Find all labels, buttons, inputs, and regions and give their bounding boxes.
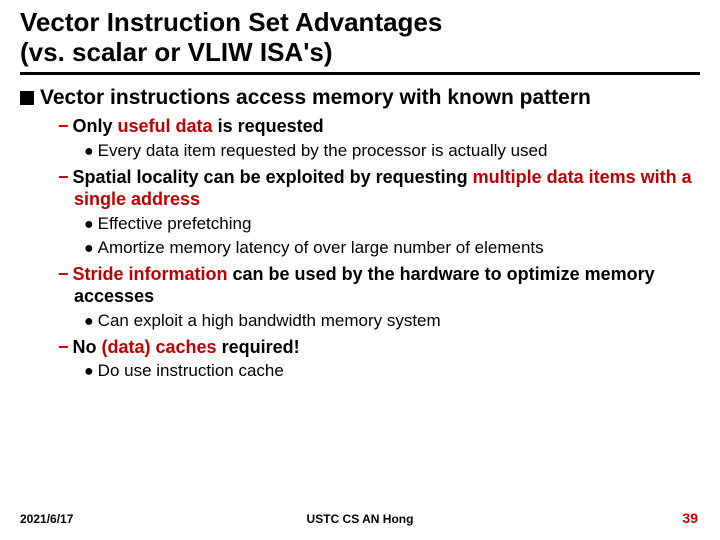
bullet-level1: Vector instructions access memory with k… xyxy=(20,85,700,111)
bullet-level3: ●Every data item requested by the proces… xyxy=(84,140,700,162)
l1-text: Vector instructions access memory with k… xyxy=(40,86,591,109)
title-line-1: Vector Instruction Set Advantages xyxy=(20,7,442,37)
bullet-level3: ●Do use instruction cache xyxy=(84,360,700,382)
slide-title: Vector Instruction Set Advantages (vs. s… xyxy=(20,8,700,72)
p2-sub2: Amortize memory latency of over large nu… xyxy=(98,238,544,257)
p1-post: is requested xyxy=(213,116,324,136)
p4-post: required! xyxy=(217,337,300,357)
bullet-level2: −Stride information can be used by the h… xyxy=(58,263,700,308)
footer-center: USTC CS AN Hong xyxy=(0,512,720,526)
bullet-level2: −Spatial locality can be exploited by re… xyxy=(58,166,700,211)
bullet-level3: ●Can exploit a high bandwidth memory sys… xyxy=(84,310,700,332)
p2-pre: Spatial locality can be exploited by req… xyxy=(73,167,473,187)
dash-bullet-icon: − xyxy=(58,337,69,357)
bullet-level3: ●Amortize memory latency of over large n… xyxy=(84,237,700,259)
disc-bullet-icon: ● xyxy=(84,363,94,380)
p2-sub1: Effective prefetching xyxy=(98,214,252,233)
disc-bullet-icon: ● xyxy=(84,143,94,160)
p3-sub1: Can exploit a high bandwidth memory syst… xyxy=(98,311,441,330)
p3-highlight: Stride information xyxy=(73,264,228,284)
p1-pre: Only xyxy=(73,116,118,136)
bullet-level2: −No (data) caches required! xyxy=(58,336,700,359)
title-underline xyxy=(20,72,700,75)
p1-highlight: useful data xyxy=(118,116,213,136)
p4-pre: No xyxy=(73,337,102,357)
disc-bullet-icon: ● xyxy=(84,216,94,233)
p4-sub1: Do use instruction cache xyxy=(98,361,284,380)
footer-page-number: 39 xyxy=(682,510,698,526)
p4-highlight: (data) caches xyxy=(102,337,217,357)
dash-bullet-icon: − xyxy=(58,167,69,187)
slide: Vector Instruction Set Advantages (vs. s… xyxy=(0,0,720,382)
bullet-level3: ●Effective prefetching xyxy=(84,213,700,235)
disc-bullet-icon: ● xyxy=(84,240,94,257)
title-line-2: (vs. scalar or VLIW ISA's) xyxy=(20,37,333,67)
p1-sub1: Every data item requested by the process… xyxy=(98,141,548,160)
square-bullet-icon xyxy=(20,91,34,105)
disc-bullet-icon: ● xyxy=(84,313,94,330)
bullet-level2: −Only useful data is requested xyxy=(58,115,700,138)
dash-bullet-icon: − xyxy=(58,116,69,136)
dash-bullet-icon: − xyxy=(58,264,69,284)
